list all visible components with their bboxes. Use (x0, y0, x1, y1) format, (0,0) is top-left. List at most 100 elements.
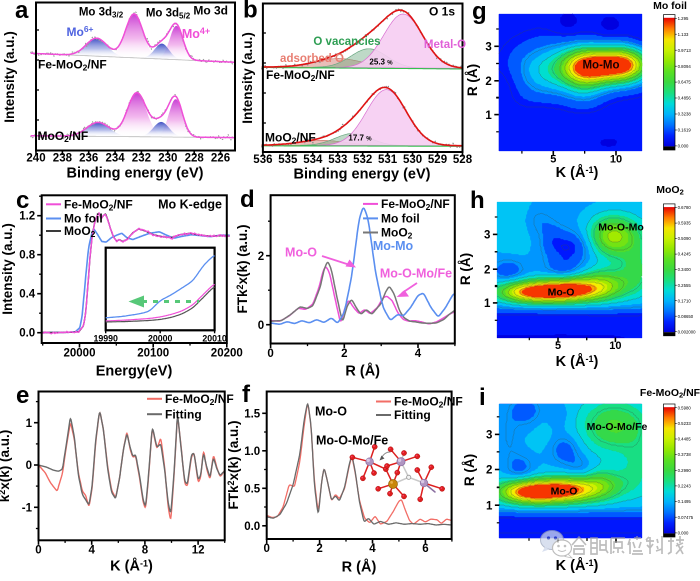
svg-text:MoO2: MoO2 (656, 184, 684, 197)
svg-text:530: 530 (403, 154, 422, 166)
svg-text:Binding energy (eV): Binding energy (eV) (294, 167, 431, 183)
svg-text:17.7 %: 17.7 % (348, 134, 372, 143)
svg-text:0.3238: 0.3238 (678, 112, 692, 117)
svg-text:R (Å): R (Å) (345, 363, 380, 380)
svg-text:Fe-MoO2/NF: Fe-MoO2/NF (38, 58, 107, 73)
svg-text:O 1s: O 1s (429, 5, 455, 19)
svg-text:Fe-MoO2/NF: Fe-MoO2/NF (64, 198, 133, 213)
svg-text:Mo-Mo: Mo-Mo (373, 239, 414, 253)
svg-text:Mo-O-Mo/Fe: Mo-O-Mo/Fe (316, 434, 388, 448)
svg-text:0: 0 (35, 545, 41, 557)
svg-text:0.4856: 0.4856 (678, 96, 692, 101)
svg-text:Intensity (a.u.): Intensity (a.u.) (2, 31, 17, 123)
svg-text:0.08650: 0.08650 (678, 314, 694, 319)
svg-text:236: 236 (79, 153, 98, 165)
svg-text:0.000: 0.000 (678, 531, 689, 536)
svg-text:adsorbed O: adsorbed O (280, 53, 344, 65)
svg-text:534: 534 (303, 154, 323, 166)
svg-text:2: 2 (316, 543, 322, 555)
svg-text:MoO2/NF: MoO2/NF (265, 131, 316, 146)
svg-text:Fe-MoO2/NF: Fe-MoO2/NF (165, 392, 234, 407)
svg-text:-1: -1 (22, 503, 33, 515)
svg-text:Binding energy (eV): Binding energy (eV) (67, 166, 204, 182)
svg-text:20100: 20100 (137, 348, 169, 360)
svg-text:MoO2: MoO2 (64, 224, 96, 239)
svg-text:226: 226 (211, 153, 230, 165)
svg-text:0.3738: 0.3738 (678, 452, 692, 457)
svg-text:0.6475: 0.6475 (678, 80, 692, 85)
svg-text:20000: 20000 (64, 348, 96, 360)
svg-text:Fe-MoO2/NF: Fe-MoO2/NF (640, 387, 700, 400)
svg-text:0.8094: 0.8094 (678, 64, 692, 69)
svg-text:0.000: 0.000 (678, 144, 689, 149)
svg-text:Fe-MoO2/NF: Fe-MoO2/NF (394, 395, 463, 410)
svg-text:2: 2 (341, 348, 347, 360)
svg-text:i: i (479, 384, 486, 411)
svg-text:MoO2: MoO2 (381, 226, 413, 241)
svg-text:1: 1 (485, 110, 492, 122)
svg-text:0.2555: 0.2555 (678, 283, 692, 288)
svg-text:1.295: 1.295 (678, 16, 689, 21)
svg-text:e: e (16, 382, 29, 409)
svg-text:1: 1 (26, 418, 33, 430)
svg-text:h: h (470, 187, 485, 214)
svg-text:0.4: 0.4 (19, 289, 36, 301)
svg-text:8: 8 (142, 545, 149, 557)
svg-text:228: 228 (185, 153, 205, 165)
svg-text:FTk2x(k) (a.u.): FTk2x(k) (a.u.) (235, 224, 250, 313)
svg-text:5: 5 (550, 154, 556, 166)
svg-text:1.0: 1.0 (244, 446, 260, 458)
svg-text:Mo-O-Mo/Fe: Mo-O-Mo/Fe (380, 267, 452, 281)
svg-text:0: 0 (258, 320, 264, 332)
svg-text:0.4245: 0.4245 (678, 252, 692, 257)
svg-text:Mo foil: Mo foil (64, 212, 103, 226)
svg-text:b: b (243, 0, 258, 24)
svg-text:4: 4 (88, 545, 95, 557)
svg-text:5: 5 (555, 340, 561, 352)
svg-text:12: 12 (192, 545, 205, 557)
svg-text:Mo foil: Mo foil (653, 0, 687, 12)
svg-text:2: 2 (485, 76, 491, 88)
svg-text:3: 3 (486, 430, 492, 442)
svg-text:Fitting: Fitting (165, 407, 202, 421)
svg-text:f: f (242, 381, 251, 408)
svg-text:533: 533 (328, 154, 347, 166)
svg-text:0.2990: 0.2990 (678, 468, 692, 473)
svg-text:0: 0 (267, 348, 273, 360)
svg-text:Energy(eV): Energy(eV) (96, 364, 173, 380)
svg-text:Mo 3d: Mo 3d (193, 4, 228, 18)
svg-text:1: 1 (486, 500, 493, 512)
svg-text:0.1710: 0.1710 (678, 298, 692, 303)
svg-text:0.2243: 0.2243 (678, 484, 692, 489)
svg-text:536: 536 (253, 154, 272, 166)
svg-text:Fe-MoO2/NF: Fe-MoO2/NF (266, 68, 335, 83)
svg-text:20200: 20200 (211, 348, 243, 360)
svg-text:MoO2/NF: MoO2/NF (38, 129, 89, 144)
svg-text:0.3400: 0.3400 (678, 267, 692, 272)
svg-text:O vacancies: O vacancies (313, 36, 380, 48)
svg-text:Mo 3d5/2: Mo 3d5/2 (146, 8, 191, 21)
svg-text:Mo-O-Mo/Fe: Mo-O-Mo/Fe (587, 421, 648, 433)
svg-text:d: d (240, 186, 255, 213)
svg-text:0.5090: 0.5090 (678, 236, 692, 241)
svg-text:Intensity (a.u.): Intensity (a.u.) (0, 223, 15, 315)
svg-text:232: 232 (132, 153, 151, 165)
svg-text:Mo 3d3/2: Mo 3d3/2 (79, 7, 124, 20)
svg-text:2: 2 (258, 251, 264, 263)
svg-text:Fitting: Fitting (394, 408, 431, 422)
svg-text:Mo-O: Mo-O (551, 486, 578, 498)
svg-text:238: 238 (53, 153, 73, 165)
svg-text:2: 2 (486, 465, 492, 477)
svg-text:1.133: 1.133 (678, 32, 689, 37)
svg-text:535: 535 (278, 154, 298, 166)
svg-text:6: 6 (422, 543, 428, 555)
svg-text:Intensity (a.u.): Intensity (a.u.) (240, 32, 255, 124)
svg-text:k2x(k) (a.u.): k2x(k) (a.u.) (0, 430, 12, 503)
svg-text:4: 4 (369, 543, 376, 555)
svg-text:R (Å): R (Å) (462, 454, 477, 486)
svg-text:0.9713: 0.9713 (678, 48, 692, 53)
svg-text:0.1619: 0.1619 (678, 128, 692, 133)
svg-text:0.5233: 0.5233 (678, 421, 692, 426)
svg-text:0.5: 0.5 (244, 484, 261, 496)
svg-text:R (Å): R (Å) (465, 64, 480, 96)
